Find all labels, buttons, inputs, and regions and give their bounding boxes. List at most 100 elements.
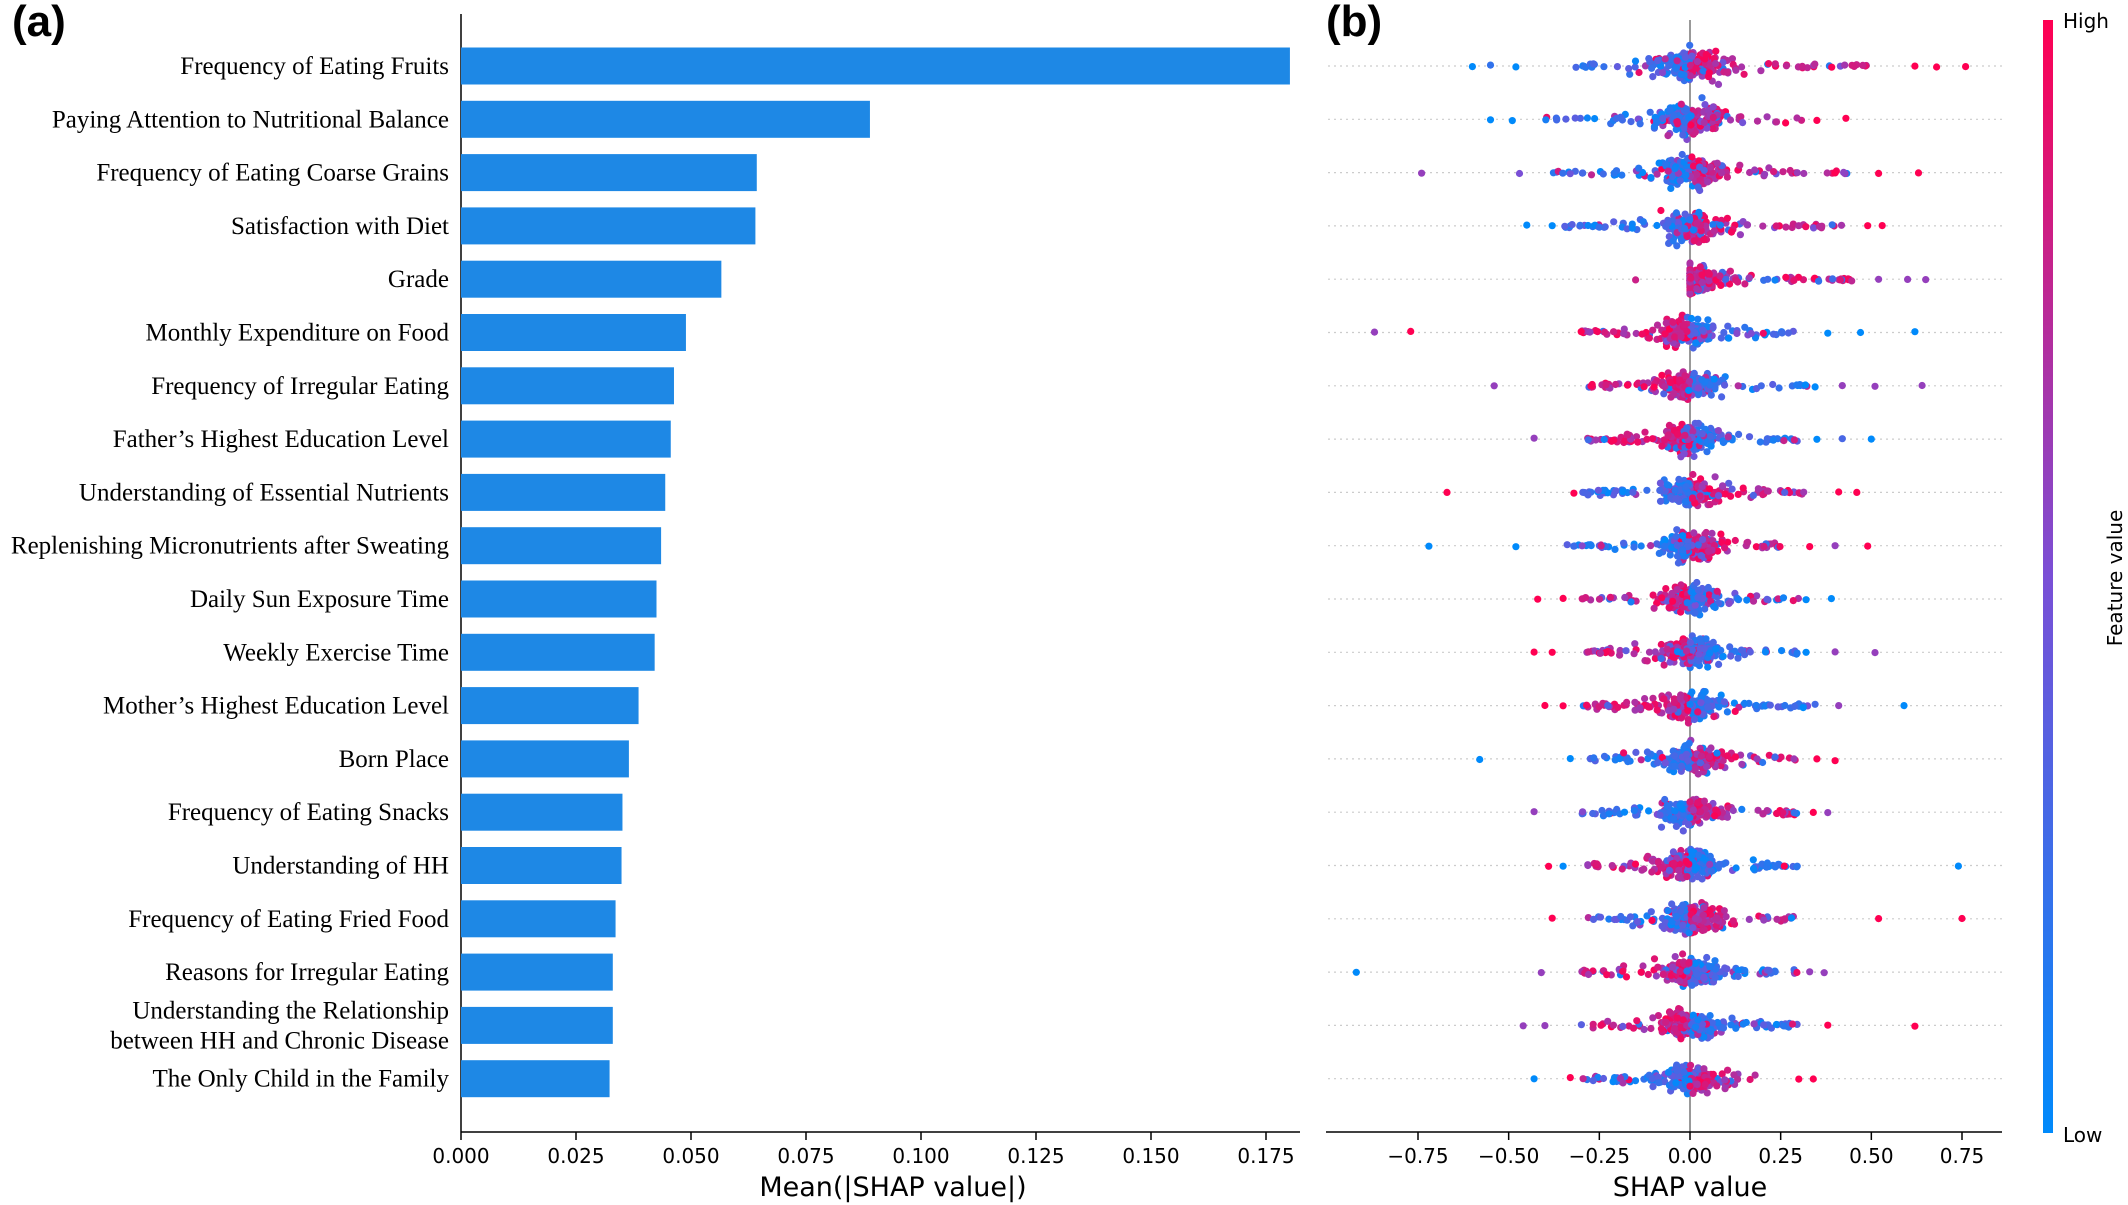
- shap-dot: [1864, 222, 1872, 230]
- shap-dot: [1632, 748, 1640, 757]
- shap-dot: [1684, 716, 1692, 724]
- shap-dot: [1840, 168, 1848, 176]
- shap-dot: [1689, 1089, 1697, 1097]
- shap-dot: [1686, 1082, 1694, 1090]
- shap-dot: [1685, 764, 1693, 772]
- shap-dot: [1782, 273, 1790, 281]
- shap-dot: [1629, 488, 1637, 496]
- shap-dot: [1658, 442, 1666, 450]
- shap-dot: [1672, 1079, 1680, 1087]
- shap-dot: [1820, 969, 1828, 977]
- shap-dot: [1597, 1021, 1605, 1029]
- shap-dot: [1597, 542, 1605, 550]
- shap-dot: [1673, 526, 1681, 534]
- shap-dot: [1584, 970, 1593, 979]
- shap-dot: [1724, 538, 1732, 546]
- shap-dot: [1719, 1024, 1728, 1032]
- shap-dot: [1745, 915, 1753, 924]
- shap-dot: [1711, 59, 1720, 68]
- bar: [461, 580, 657, 618]
- shap-dot: [1599, 1074, 1608, 1083]
- shap-dot: [1782, 223, 1790, 231]
- shap-dot: [1713, 914, 1721, 922]
- shap-dot: [1703, 448, 1711, 456]
- shap-dot: [1684, 821, 1693, 829]
- shap-dot: [1700, 1033, 1708, 1041]
- shap-dot: [1631, 860, 1640, 868]
- shap-dot: [1700, 904, 1708, 912]
- shap-dot: [1632, 276, 1640, 284]
- shap-dot: [1671, 807, 1679, 815]
- feature-label: Frequency of Eating Fruits: [180, 53, 449, 80]
- shap-dot: [1679, 546, 1687, 554]
- shap-dot: [1782, 119, 1790, 127]
- shap-dot: [1831, 542, 1839, 550]
- shap-dot: [1790, 702, 1799, 711]
- shap-dot: [1678, 150, 1686, 159]
- colorbar-high-label: High: [2063, 9, 2109, 33]
- shap-dot: [1723, 813, 1732, 821]
- shap-dot: [1618, 171, 1626, 179]
- shap-dot: [1636, 120, 1644, 128]
- shap-dot: [1875, 915, 1883, 923]
- shap-dot: [1696, 808, 1705, 816]
- shap-dot: [1752, 543, 1760, 551]
- shap-dot: [1632, 433, 1641, 441]
- shap-dot: [1655, 549, 1663, 558]
- shap-dot: [1737, 113, 1745, 121]
- shap-dot: [1705, 753, 1713, 761]
- shap-dot: [1672, 209, 1680, 217]
- shap-dot: [1696, 163, 1704, 171]
- shap-dot: [1680, 1068, 1688, 1076]
- shap-dot: [1578, 169, 1586, 177]
- shap-dot: [1704, 178, 1712, 186]
- shap-dot: [1691, 764, 1699, 773]
- shap-dot: [1623, 225, 1631, 233]
- shap-dot: [1744, 538, 1752, 546]
- shap-dot: [1699, 67, 1707, 75]
- bar: [461, 793, 623, 831]
- shap-dot: [1725, 479, 1733, 487]
- shap-dot: [1673, 541, 1681, 550]
- shap-dot: [1697, 552, 1705, 560]
- shap-dot: [1741, 280, 1749, 288]
- shap-dot: [1676, 977, 1684, 985]
- bar: [461, 100, 870, 138]
- shap-dot: [1596, 913, 1605, 921]
- shap-dot: [1651, 648, 1659, 656]
- shap-dot: [1828, 221, 1836, 229]
- shap-dot: [1674, 430, 1682, 438]
- feature-label: The Only Child in the Family: [152, 1066, 449, 1093]
- shap-dot: [1581, 489, 1589, 497]
- shap-dot: [1761, 648, 1770, 656]
- shap-dot: [1811, 60, 1819, 68]
- shap-dot: [1712, 47, 1720, 55]
- shap-dot: [1809, 1075, 1817, 1083]
- shap-dot: [1599, 170, 1607, 178]
- shap-dot: [1678, 237, 1686, 245]
- shap-dot: [1673, 1014, 1682, 1022]
- shap-dot: [1647, 174, 1655, 182]
- feature-label: Understanding of HH: [232, 853, 449, 880]
- shap-dot: [1717, 530, 1725, 538]
- shap-dot: [1644, 703, 1652, 711]
- shap-dot: [1619, 488, 1627, 496]
- shap-dot: [1802, 223, 1810, 231]
- shap-dot: [1637, 756, 1645, 764]
- feature-label: Understanding of Essential Nutrients: [79, 479, 449, 506]
- shap-dot: [1806, 543, 1814, 551]
- shap-dot: [1694, 708, 1702, 716]
- shap-dot: [1625, 1022, 1633, 1030]
- feature-label: Frequency of Eating Snacks: [168, 799, 449, 826]
- shap-dot: [1757, 382, 1765, 390]
- shap-dot: [1626, 913, 1635, 921]
- bar: [461, 900, 616, 938]
- shap-dot: [1609, 1078, 1617, 1086]
- panel-a-label: (a): [12, 0, 66, 46]
- shap-dot: [1621, 437, 1629, 445]
- shap-dot: [1721, 964, 1729, 972]
- shap-dot: [1782, 62, 1790, 70]
- shap-dot: [1828, 63, 1836, 71]
- shap-dot: [1704, 697, 1712, 705]
